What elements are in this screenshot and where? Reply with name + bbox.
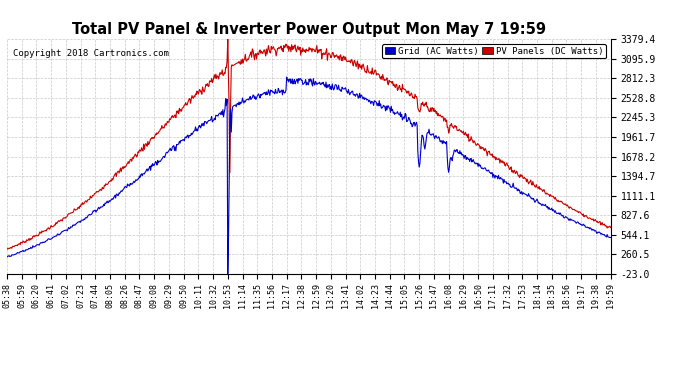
Title: Total PV Panel & Inverter Power Output Mon May 7 19:59: Total PV Panel & Inverter Power Output M… xyxy=(72,22,546,37)
Text: Copyright 2018 Cartronics.com: Copyright 2018 Cartronics.com xyxy=(13,49,169,58)
Legend: Grid (AC Watts), PV Panels (DC Watts): Grid (AC Watts), PV Panels (DC Watts) xyxy=(382,44,606,58)
